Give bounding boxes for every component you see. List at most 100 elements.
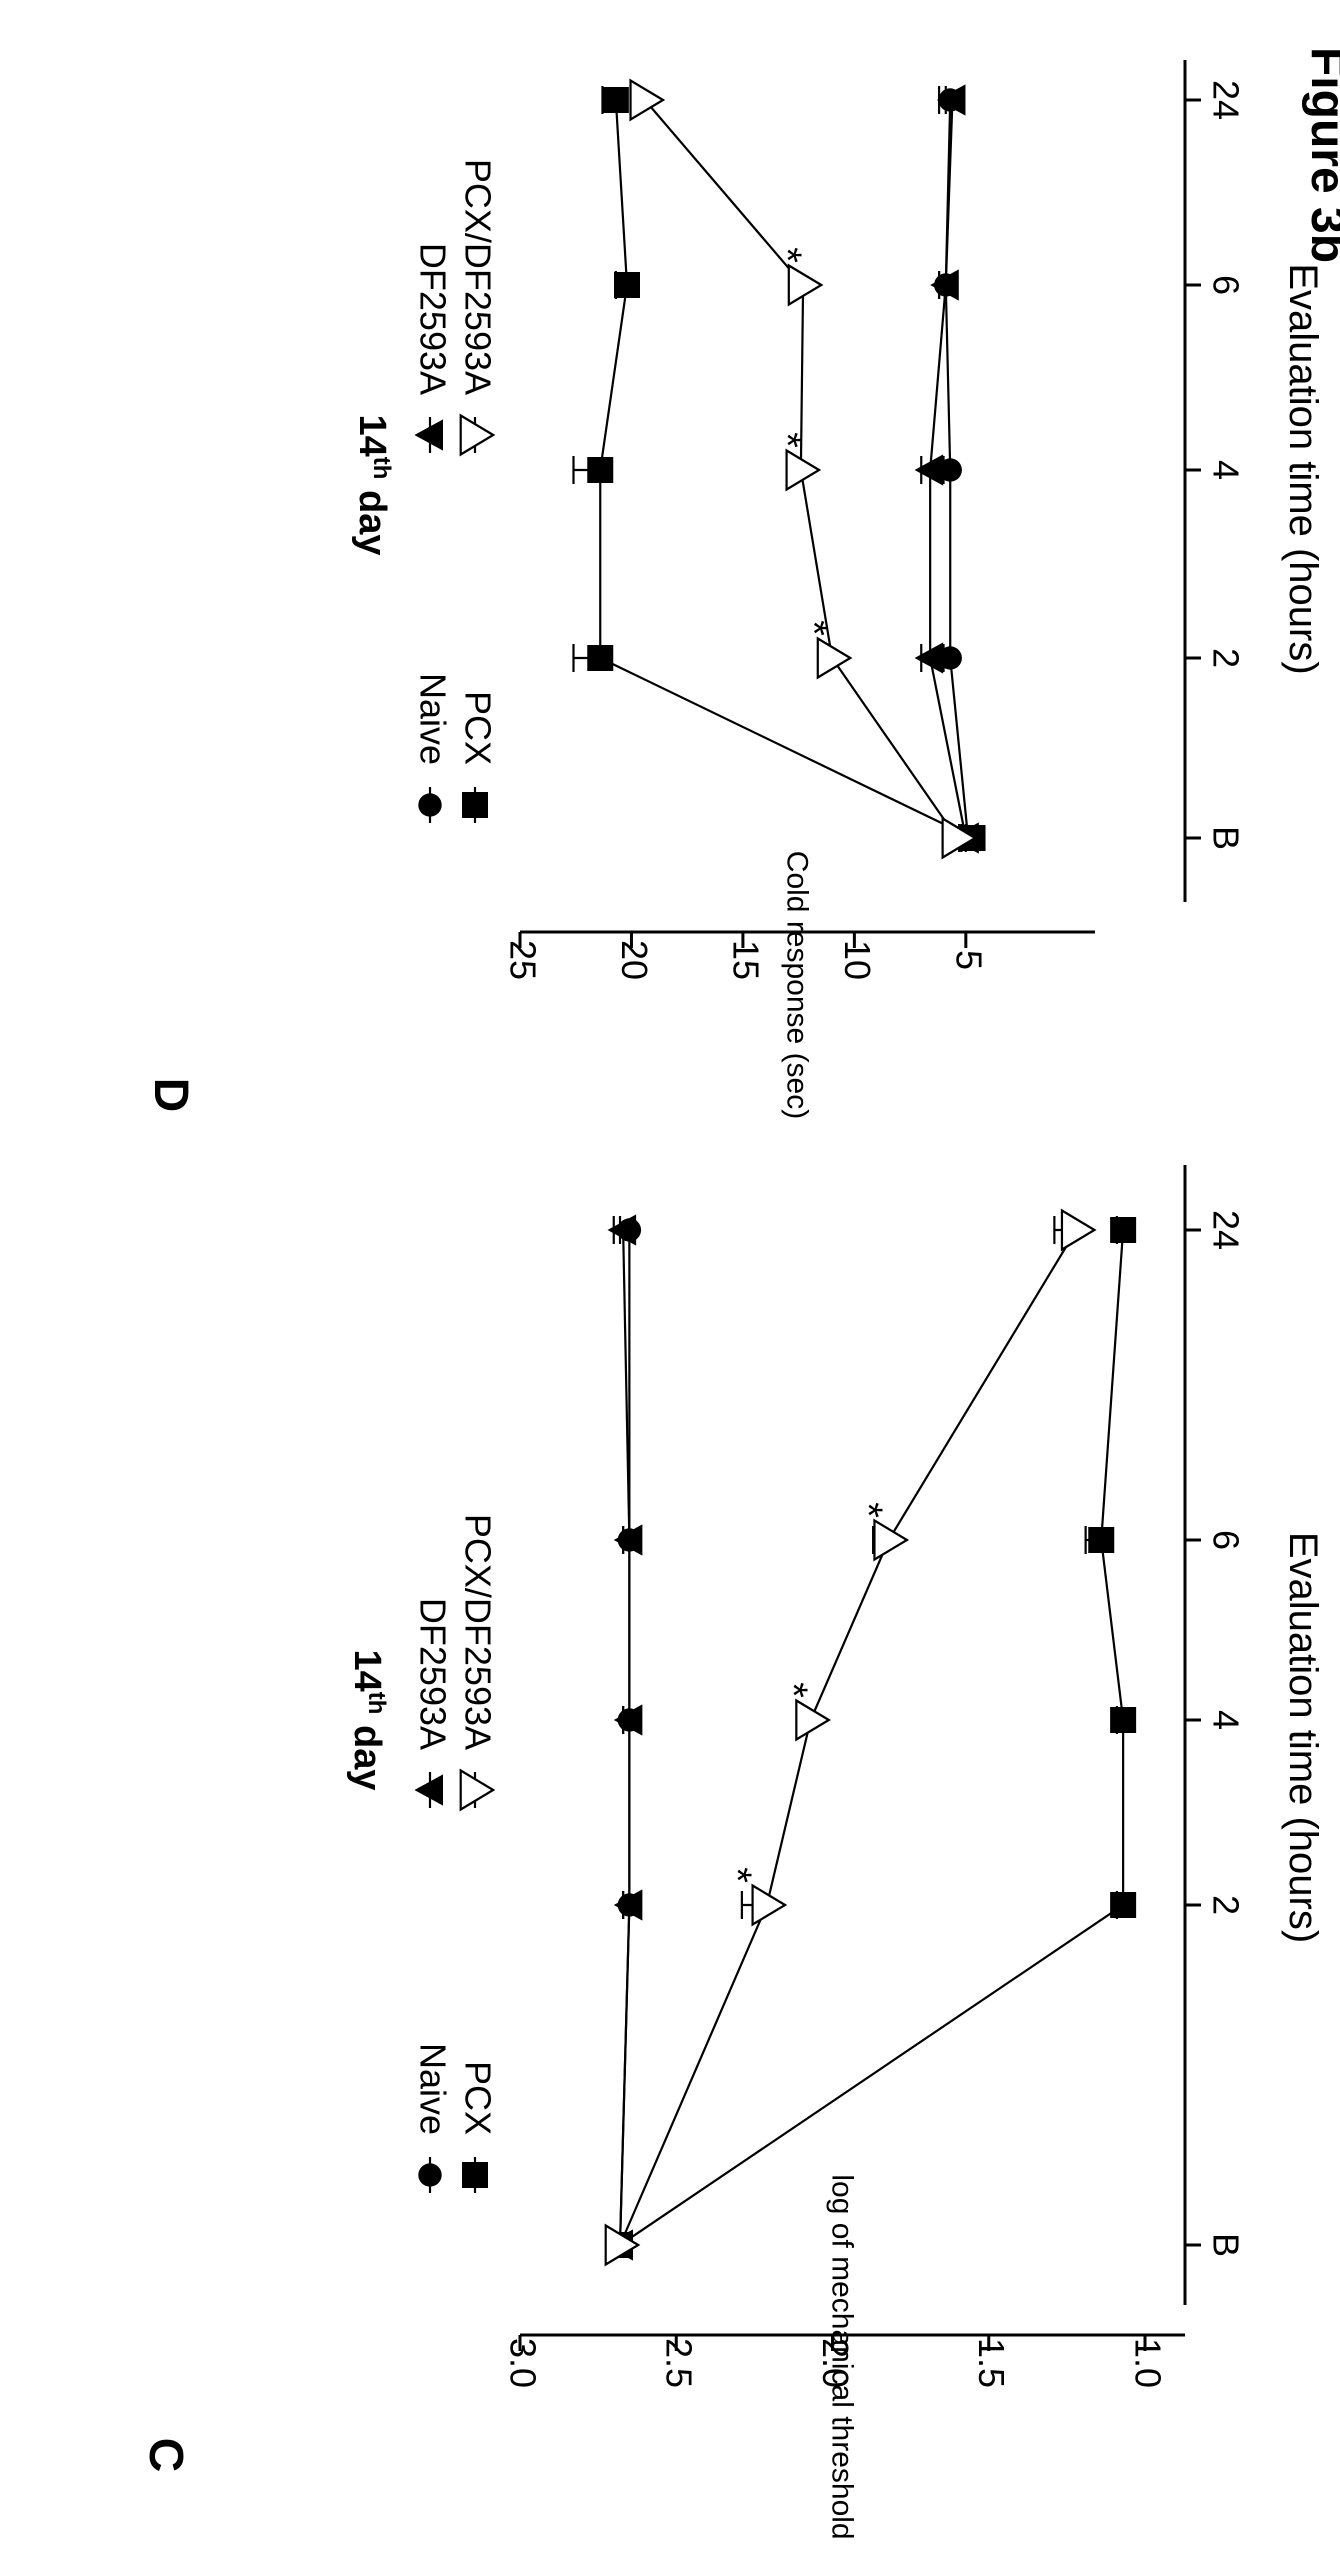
value-tick-label: 25 <box>502 940 543 980</box>
significance-star: * <box>771 1682 815 1698</box>
legend-marker <box>414 1774 443 1806</box>
data-point <box>1088 1527 1115 1553</box>
series-pcx <box>607 1216 1137 2259</box>
data-point <box>795 1698 831 1742</box>
legend-entry: DF2593A <box>412 243 453 453</box>
value-tick-label: 5 <box>948 950 989 970</box>
data-point <box>816 636 853 680</box>
data-point <box>941 816 978 860</box>
category-tick-label: 24 <box>1205 1210 1246 1250</box>
category-tick-label: 24 <box>1205 80 1246 120</box>
legend-marker <box>459 413 496 457</box>
x-axis-label: Evaluation time (hours) <box>1281 263 1325 674</box>
data-point <box>751 1883 788 1927</box>
data-point <box>613 1704 643 1736</box>
data-point <box>787 263 824 307</box>
data-point <box>613 1524 643 1556</box>
value-tick-label: 15 <box>725 940 766 980</box>
data-point <box>938 646 962 670</box>
value-tick-label: 20 <box>614 940 655 980</box>
value-tick-label: 2.5 <box>659 2338 700 2388</box>
series-pcx-df2593a: * * * <box>604 1208 1097 2267</box>
category-tick-label: 4 <box>1205 1710 1246 1730</box>
data-point <box>604 2223 641 2267</box>
significance-star: * <box>765 432 809 448</box>
data-point <box>914 454 944 486</box>
legend-marker <box>414 419 443 451</box>
legend-label: Naive <box>412 673 453 765</box>
legend-entry: PCX <box>457 691 498 823</box>
legend-label: PCX/DF2593A <box>457 1514 498 1750</box>
series-line <box>618 1229 1078 2246</box>
legend-entry: PCX/DF2593A <box>457 159 498 457</box>
data-point <box>1110 1892 1137 1918</box>
chart-title: 14th day <box>351 415 395 556</box>
category-tick-label: 6 <box>1205 275 1246 295</box>
data-point <box>1110 1217 1137 1243</box>
legend-label: DF2593A <box>412 1598 453 1750</box>
legend-entry: Naive <box>412 673 453 823</box>
legend-entry: PCX/DF2593A <box>457 1514 498 1812</box>
legend-label: PCX <box>457 691 498 765</box>
series-pcx <box>572 86 986 852</box>
chart-title-number: 14 <box>351 415 393 457</box>
significance-star: * <box>765 247 809 263</box>
legend-label: PCX <box>457 2061 498 2135</box>
data-point <box>1110 1707 1137 1733</box>
data-point <box>613 1889 643 1921</box>
panel-label: C <box>139 2438 192 2473</box>
series-line <box>619 1229 1125 2246</box>
data-point <box>629 78 666 122</box>
category-tick-label: 2 <box>1205 648 1246 668</box>
chart-title-suffix: day <box>351 479 393 555</box>
legend-entry: DF2593A <box>412 1598 453 1808</box>
chart-title-suffix: day <box>346 1714 388 1790</box>
series-df2593a <box>914 84 979 854</box>
chart-title-superscript: th <box>368 457 395 480</box>
legend-entry: Naive <box>412 2043 453 2193</box>
data-point <box>587 645 614 671</box>
legend-marker <box>462 2162 488 2188</box>
data-point <box>587 457 614 483</box>
significance-star: * <box>792 620 836 636</box>
panel-label: D <box>144 1078 197 1113</box>
value-tick-label: 1.0 <box>1127 2338 1168 2388</box>
data-point <box>785 448 822 492</box>
data-point <box>602 87 629 113</box>
chart-title-number: 14 <box>346 1650 388 1692</box>
data-point <box>873 1518 910 1562</box>
value-tick-label: 10 <box>837 940 878 980</box>
category-tick-label: 6 <box>1205 1530 1246 1550</box>
significance-star: * <box>715 1867 759 1883</box>
legend-marker <box>418 2163 442 2187</box>
legend-marker <box>462 792 488 818</box>
series-line <box>618 1229 631 2246</box>
figure-title: Figure 3b <box>1301 47 1340 263</box>
category-tick-label: B <box>1205 2233 1246 2257</box>
category-tick-label: 4 <box>1205 460 1246 480</box>
data-point <box>914 642 944 674</box>
x-axis-label: Evaluation time (hours) <box>1281 1532 1325 1943</box>
category-tick-label: 2 <box>1205 1895 1246 1915</box>
data-point <box>938 458 962 482</box>
category-tick-label: B <box>1205 826 1246 850</box>
y-axis-label: log of mechanical threshold (mg) <box>826 2174 859 2544</box>
legend-marker <box>418 793 442 817</box>
data-point <box>930 269 959 301</box>
value-tick-label: 1.5 <box>971 2338 1012 2388</box>
legend-label: DF2593A <box>412 243 453 395</box>
series-df2593a <box>604 1214 643 2261</box>
data-point <box>614 272 640 298</box>
y-axis-label: Cold response (sec) <box>781 851 814 1119</box>
series-pcx-df2593a: * * * <box>629 78 978 860</box>
legend-label: PCX/DF2593A <box>457 159 498 395</box>
chart-title: 14th day <box>346 1650 390 1791</box>
value-tick-label: 3.0 <box>502 2338 543 2388</box>
significance-star: * <box>846 1502 890 1518</box>
legend-label: Naive <box>412 2043 453 2135</box>
legend-entry: PCX <box>457 2061 498 2193</box>
